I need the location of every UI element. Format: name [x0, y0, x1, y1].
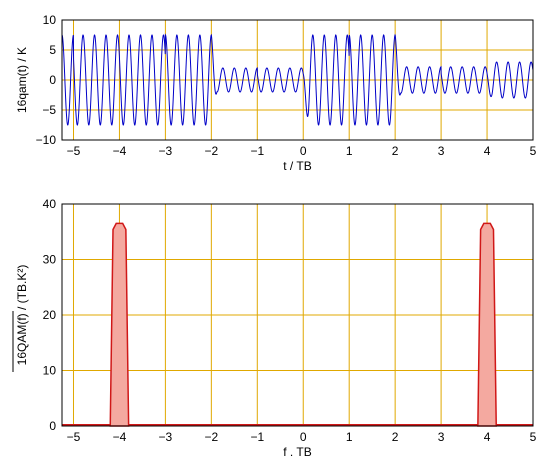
spectrum-peak-2 [477, 222, 498, 427]
x-tick-label: −3 [159, 430, 173, 444]
x-tick-label: −1 [250, 430, 264, 444]
y-tick-label: 10 [43, 13, 57, 27]
y-tick-label: 20 [43, 308, 57, 322]
x-tick-label: 4 [484, 144, 491, 158]
x-tick-label: 5 [530, 144, 537, 158]
grid-lines [62, 19, 534, 141]
y-tick-label: −10 [36, 133, 57, 147]
plot-2: −5 −4 −3 −2 −1 0 1 2 3 4 5 0 10 20 30 40 f . TB 16QAM(f) … [12, 197, 537, 459]
x-tick-label: −2 [204, 430, 218, 444]
x-tick-label: −1 [250, 144, 264, 158]
y-axis-label: 16QAM(f) / (TB.K²) [15, 265, 29, 366]
x-tick-label: 2 [392, 144, 399, 158]
x-tick-label: −4 [113, 430, 127, 444]
x-tick-label: 1 [346, 144, 353, 158]
plot-frame [61, 203, 534, 427]
y-tick-label: 0 [49, 73, 56, 87]
y-tick-label: 5 [49, 43, 56, 57]
spectrum-peak-1 [109, 222, 130, 427]
y-tick-label: 30 [43, 253, 57, 267]
x-axis-label: f . TB [283, 445, 311, 459]
x-tick-label: −5 [67, 430, 81, 444]
y-tick-label: 0 [49, 419, 56, 433]
x-tick-label: 0 [300, 430, 307, 444]
x-tick-label: 1 [346, 430, 353, 444]
x-tick-label: −4 [113, 144, 127, 158]
x-tick-label: 4 [484, 430, 491, 444]
x-tick-label: −2 [204, 144, 218, 158]
x-tick-label: 3 [438, 144, 445, 158]
x-tick-label: 5 [530, 430, 537, 444]
grid-lines [62, 203, 534, 427]
x-tick-label: 0 [300, 144, 307, 158]
y-tick-label: −5 [42, 103, 56, 117]
x-tick-label: −3 [159, 144, 173, 158]
x-axis-label: t / TB [283, 159, 311, 173]
x-tick-label: −5 [67, 144, 81, 158]
y-tick-label: 40 [43, 197, 57, 211]
plot-frame [61, 19, 534, 141]
series-line-16qam [61, 33, 534, 126]
y-axis-label: 16qam(t) / K [15, 47, 29, 113]
x-tick-label: 2 [392, 430, 399, 444]
y-tick-label: 10 [43, 364, 57, 378]
x-tick-label: 3 [438, 430, 445, 444]
